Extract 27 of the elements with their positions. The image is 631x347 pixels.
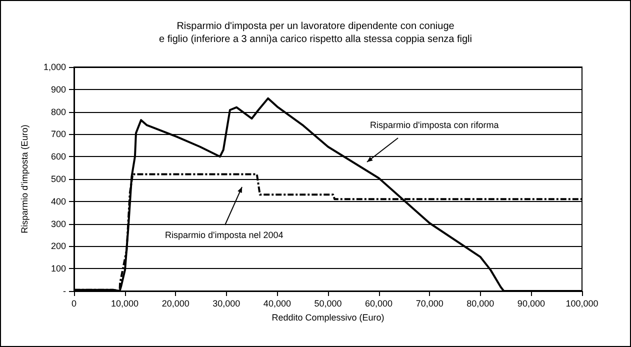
x-tick-label: 50,000 — [314, 298, 342, 308]
y-tick-label: 1,000 — [43, 62, 66, 72]
y-tick-label: 500 — [50, 174, 66, 184]
x-tick-label: 80,000 — [466, 298, 494, 308]
y-tick-label: 800 — [50, 106, 66, 117]
y-tick-label: 600 — [50, 152, 66, 162]
y-tick-label: 900 — [50, 84, 66, 94]
x-tick-label: 90,000 — [517, 298, 545, 308]
y-tick-label: 200 — [50, 241, 66, 252]
x-tick-label: 100,000 — [566, 298, 598, 308]
y-tick-label: 700 — [50, 129, 66, 140]
y-tick-label: 300 — [50, 218, 66, 229]
annotation: Risparmio d'imposta con riforma — [370, 120, 499, 130]
x-tick-label: 30,000 — [212, 298, 240, 308]
x-tick-label: 70,000 — [416, 298, 444, 308]
x-tick-label: 0 — [71, 298, 77, 308]
chart-title: Risparmio d'imposta per un lavoratore dipendente con coniuge e figlio (inferiore a 3 anni)a carico rispetto alla stessa coppia senza figli — [159, 21, 472, 45]
x-axis-title: Reddito Complessivo (Euro) — [272, 312, 384, 322]
annotation: Risparmio d'imposta nel 2004 — [165, 230, 284, 240]
x-tick-label: 20,000 — [162, 298, 190, 308]
x-tick-label: 60,000 — [365, 298, 393, 308]
y-axis-title: Risparmio d'imposta (Euro) — [20, 124, 30, 234]
x-tick-label: 40,000 — [263, 298, 291, 308]
y-tick-label: 400 — [50, 196, 66, 206]
y-tick-label: - — [63, 286, 66, 296]
y-tick-label: 100 — [50, 264, 66, 274]
x-tick-label: 10,000 — [111, 298, 139, 308]
